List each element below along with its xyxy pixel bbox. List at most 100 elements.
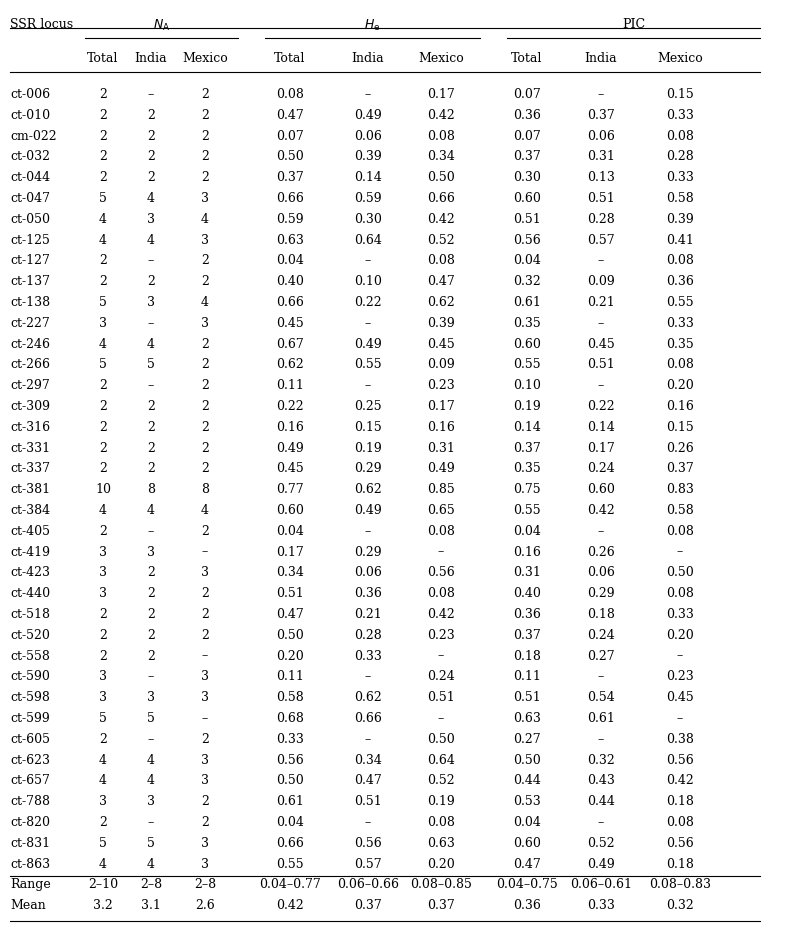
Text: 0.52: 0.52 [427,234,455,246]
Text: Mean: Mean [10,899,45,913]
Text: 3: 3 [201,316,209,329]
Text: ct-518: ct-518 [10,608,50,621]
Text: 0.08: 0.08 [666,587,694,600]
Text: ct-050: ct-050 [10,212,50,226]
Text: ct-047: ct-047 [10,192,50,205]
Text: 0.08: 0.08 [427,129,455,142]
Text: 0.28: 0.28 [354,629,382,642]
Text: 0.37: 0.37 [666,462,694,475]
Text: 2: 2 [201,88,209,101]
Text: 0.45: 0.45 [427,338,455,351]
Text: 2: 2 [99,462,107,475]
Text: 3: 3 [147,796,155,808]
Text: 0.56: 0.56 [666,753,694,767]
Text: 2.6: 2.6 [195,899,215,913]
Text: 2: 2 [201,587,209,600]
Text: –: – [148,733,154,746]
Text: 2: 2 [99,733,107,746]
Text: 2: 2 [201,796,209,808]
Text: 0.61: 0.61 [276,796,304,808]
Text: 0.17: 0.17 [587,442,615,455]
Text: 3: 3 [99,566,107,579]
Text: 0.19: 0.19 [427,796,455,808]
Text: Mexico: Mexico [182,52,228,65]
Text: ct-297: ct-297 [10,379,49,392]
Text: 2: 2 [201,462,209,475]
Text: –: – [148,316,154,329]
Text: 0.04: 0.04 [276,525,304,538]
Text: 0.08: 0.08 [666,129,694,142]
Text: 0.50: 0.50 [276,774,304,787]
Text: ct-423: ct-423 [10,566,50,579]
Text: 0.61: 0.61 [587,712,615,725]
Text: 5: 5 [99,358,107,372]
Text: –: – [202,650,208,663]
Text: 0.08–0.85: 0.08–0.85 [410,878,472,891]
Text: 0.66: 0.66 [276,296,304,309]
Text: 0.24: 0.24 [427,670,455,683]
Text: 0.04: 0.04 [276,255,304,268]
Text: 0.37: 0.37 [513,151,540,164]
Text: 4: 4 [147,774,155,787]
Text: 0.06–0.61: 0.06–0.61 [570,878,632,891]
Text: 0.47: 0.47 [276,109,304,122]
Text: 3: 3 [201,774,209,787]
Text: PIC: PIC [622,18,645,31]
Text: 0.16: 0.16 [513,546,541,559]
Text: 0.37: 0.37 [513,442,540,455]
Text: 0.06: 0.06 [587,129,615,142]
Text: 0.08: 0.08 [427,255,455,268]
Text: 2: 2 [147,109,155,122]
Text: 2: 2 [99,151,107,164]
Text: 0.55: 0.55 [666,296,694,309]
Text: ct-381: ct-381 [10,483,50,496]
Text: 0.53: 0.53 [513,796,540,808]
Text: –: – [365,670,371,683]
Text: 3: 3 [201,691,209,704]
Text: 0.04: 0.04 [513,816,541,829]
Text: –: – [598,316,604,329]
Text: 2: 2 [99,109,107,122]
Text: 0.65: 0.65 [427,504,455,517]
Text: –: – [202,546,208,559]
Text: 0.63: 0.63 [427,837,455,850]
Text: ct-598: ct-598 [10,691,50,704]
Text: 2: 2 [201,608,209,621]
Text: 0.64: 0.64 [354,234,382,246]
Text: 0.08: 0.08 [666,358,694,372]
Text: 0.42: 0.42 [427,608,455,621]
Text: 0.49: 0.49 [587,857,615,870]
Text: 0.60: 0.60 [513,837,541,850]
Text: 0.33: 0.33 [666,316,694,329]
Text: India: India [135,52,167,65]
Text: 0.32: 0.32 [587,753,615,767]
Text: 0.35: 0.35 [513,462,540,475]
Text: 2: 2 [99,421,107,433]
Text: 0.45: 0.45 [276,316,304,329]
Text: 2: 2 [99,400,107,413]
Text: 4: 4 [201,504,209,517]
Text: 0.85: 0.85 [427,483,455,496]
Text: 3: 3 [201,670,209,683]
Text: 0.42: 0.42 [666,774,694,787]
Text: 2: 2 [201,400,209,413]
Text: 0.19: 0.19 [513,400,540,413]
Text: 0.04–0.77: 0.04–0.77 [259,878,321,891]
Text: 0.36: 0.36 [513,608,541,621]
Text: ct-831: ct-831 [10,837,50,850]
Text: 2: 2 [147,400,155,413]
Text: 3: 3 [147,546,155,559]
Text: 0.14: 0.14 [587,421,615,433]
Text: 0.50: 0.50 [276,151,304,164]
Text: 0.15: 0.15 [666,88,694,101]
Text: 0.16: 0.16 [427,421,455,433]
Text: 2: 2 [201,129,209,142]
Text: 3: 3 [99,670,107,683]
Text: 0.28: 0.28 [666,151,694,164]
Text: 5: 5 [147,712,155,725]
Text: 3: 3 [99,691,107,704]
Text: 0.50: 0.50 [427,733,455,746]
Text: 0.22: 0.22 [587,400,615,413]
Text: 0.55: 0.55 [513,504,540,517]
Text: 0.44: 0.44 [513,774,541,787]
